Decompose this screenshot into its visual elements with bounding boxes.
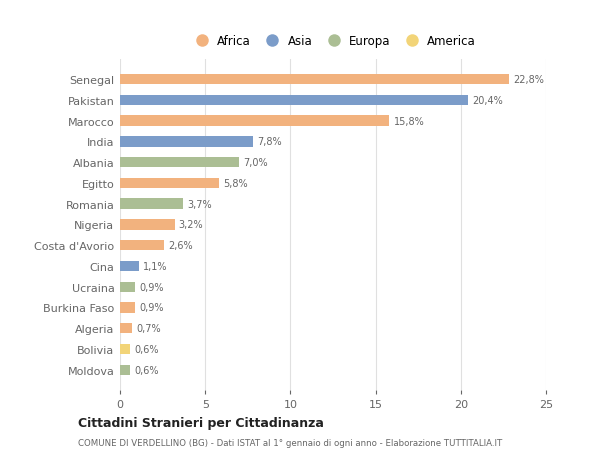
Bar bbox=[120, 178, 219, 189]
Text: 3,7%: 3,7% bbox=[187, 199, 212, 209]
Text: 0,6%: 0,6% bbox=[134, 344, 159, 354]
Text: 0,7%: 0,7% bbox=[136, 324, 161, 334]
Bar bbox=[120, 137, 253, 147]
Bar bbox=[120, 261, 139, 272]
Legend: Africa, Asia, Europa, America: Africa, Asia, Europa, America bbox=[188, 33, 478, 50]
Bar bbox=[120, 241, 164, 251]
Text: 2,6%: 2,6% bbox=[169, 241, 193, 251]
Text: 0,9%: 0,9% bbox=[140, 282, 164, 292]
Text: 7,8%: 7,8% bbox=[257, 137, 282, 147]
Text: 7,0%: 7,0% bbox=[244, 158, 268, 168]
Bar bbox=[120, 323, 132, 334]
Bar bbox=[120, 302, 136, 313]
Text: Cittadini Stranieri per Cittadinanza: Cittadini Stranieri per Cittadinanza bbox=[78, 416, 324, 429]
Text: 0,9%: 0,9% bbox=[140, 303, 164, 313]
Text: COMUNE DI VERDELLINO (BG) - Dati ISTAT al 1° gennaio di ogni anno - Elaborazione: COMUNE DI VERDELLINO (BG) - Dati ISTAT a… bbox=[78, 438, 502, 447]
Text: 1,1%: 1,1% bbox=[143, 261, 167, 271]
Bar bbox=[120, 157, 239, 168]
Text: 5,8%: 5,8% bbox=[223, 179, 248, 189]
Text: 20,4%: 20,4% bbox=[472, 95, 503, 106]
Text: 15,8%: 15,8% bbox=[394, 116, 424, 126]
Bar bbox=[120, 365, 130, 375]
Bar bbox=[120, 344, 130, 354]
Bar bbox=[120, 116, 389, 127]
Bar bbox=[120, 282, 136, 292]
Bar bbox=[120, 199, 183, 209]
Bar bbox=[120, 95, 467, 106]
Bar bbox=[120, 75, 509, 85]
Text: 0,6%: 0,6% bbox=[134, 365, 159, 375]
Bar bbox=[120, 220, 175, 230]
Text: 22,8%: 22,8% bbox=[513, 75, 544, 85]
Text: 3,2%: 3,2% bbox=[179, 220, 203, 230]
